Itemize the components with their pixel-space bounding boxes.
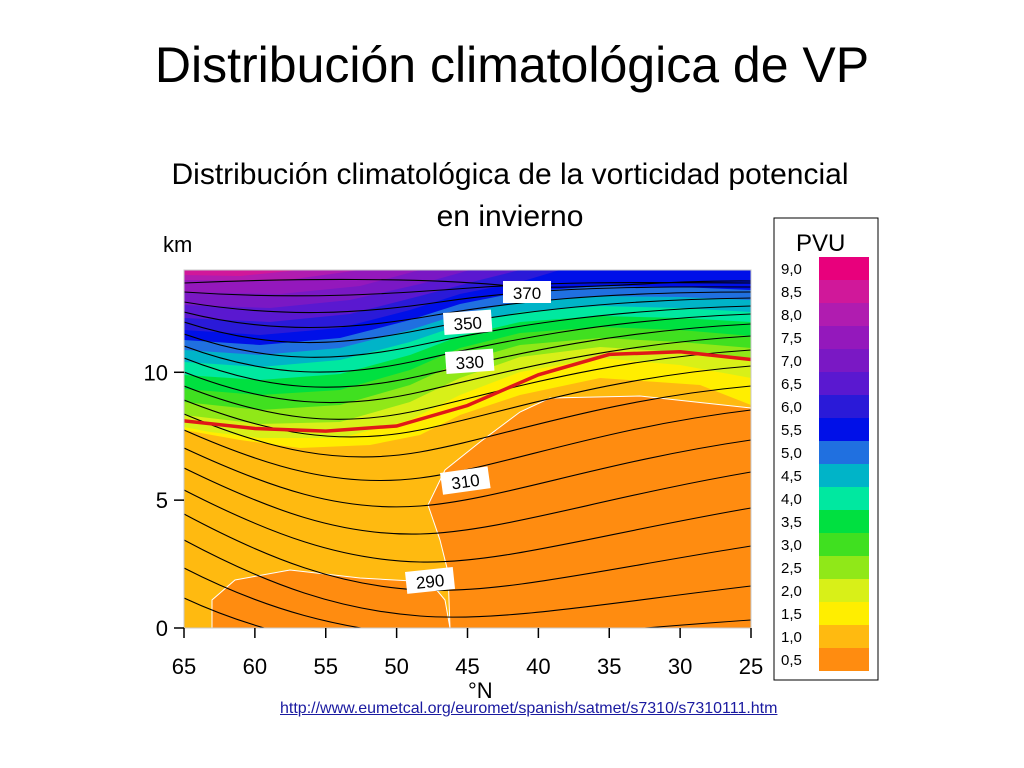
x-tick-label: 25 — [739, 654, 763, 679]
isentrope-label: 370 — [503, 281, 551, 303]
isentrope-line — [184, 305, 751, 358]
isentrope-label: 330 — [445, 348, 495, 374]
colorbar-level-label: 1,5 — [781, 606, 802, 623]
colorbar-swatch — [819, 257, 869, 280]
colorbar-swatch — [819, 602, 869, 625]
isentrope-label-box — [405, 566, 456, 594]
y-axis-ticks: 0 5 10 — [144, 360, 184, 641]
colorbar-swatch — [819, 372, 869, 395]
colorbar-level-label: 8,5 — [781, 284, 802, 301]
isentrope-line — [184, 539, 751, 618]
x-tick-label: 40 — [526, 654, 550, 679]
y-tick-label: 5 — [156, 488, 168, 513]
colorbar-swatch — [819, 303, 869, 326]
x-tick-label: 50 — [384, 654, 408, 679]
colorbar: PVU 9,0 8,5 8,0 7,5 7,0 6,5 6,0 5,5 5,0 4,5 4,0 3,5… — [773, 217, 879, 681]
isentrope-line — [184, 597, 267, 628]
colorbar-swatch — [819, 464, 869, 487]
colorbar-swatch — [819, 625, 869, 648]
colorbar-level-label: 7,5 — [781, 330, 802, 347]
isentrope-line — [184, 567, 751, 628]
isentrope-label: 290 — [405, 566, 456, 594]
isentrope-label-box — [445, 348, 495, 374]
isentrope-line — [184, 313, 751, 373]
colorbar-swatch — [819, 418, 869, 441]
colorbar-swatch — [819, 349, 869, 372]
x-axis-ticks: 65 60 55 50 45 40 35 30 25 — [172, 628, 763, 679]
isentrope-line — [184, 335, 751, 404]
x-tick-label: 35 — [597, 654, 621, 679]
isentrope-labels: 370 350 330 310 290 — [405, 281, 551, 594]
x-tick-label: 65 — [172, 654, 196, 679]
colorbar-level-label: 6,0 — [781, 399, 802, 416]
isentrope-line — [184, 286, 751, 314]
isentrope-label-text: 290 — [415, 571, 445, 593]
isentrope-label: 350 — [443, 309, 493, 335]
colorbar-swatch — [819, 510, 869, 533]
isentrope-label-box — [443, 309, 493, 335]
colorbar-level-label: 4,5 — [781, 468, 802, 485]
figure-title: Distribución climatológica de la vortici… — [171, 158, 849, 233]
isentrope-line — [184, 409, 751, 482]
colorbar-level-label: 6,5 — [781, 376, 802, 393]
colorbar-swatch — [819, 648, 869, 671]
colorbar-swatch — [819, 579, 869, 602]
isentrope-line — [184, 489, 751, 563]
colorbar-swatches: 9,0 8,5 8,0 7,5 7,0 6,5 6,0 5,5 5,0 4,5 4,0 3,5 3,0 2… — [781, 257, 869, 671]
colorbar-level-label: 7,0 — [781, 353, 802, 370]
isentrope-line — [184, 385, 751, 458]
colorbar-level-label: 3,0 — [781, 537, 802, 554]
pv-cross-section-chart: km — [144, 217, 879, 700]
isentrope-line — [184, 323, 751, 388]
isentrope-line — [184, 291, 751, 329]
colorbar-level-label: 8,0 — [781, 307, 802, 324]
colorbar-level-label: 2,0 — [781, 583, 802, 600]
slide-title: Distribución climatológica de VP — [154, 37, 870, 93]
colorbar-swatch — [819, 280, 869, 303]
colorbar-swatch — [819, 533, 869, 556]
isentrope-label: 310 — [440, 466, 491, 495]
x-tick-label: 55 — [314, 654, 338, 679]
colorbar-title: PVU — [796, 230, 845, 257]
colorbar-level-label: 4,0 — [781, 491, 802, 508]
colorbar-swatch — [819, 487, 869, 510]
tropopause-2pvu-line — [184, 350, 751, 433]
isentrope-line — [184, 365, 751, 438]
isentrope-line — [184, 467, 751, 535]
colorbar-level-label: 3,5 — [781, 514, 802, 531]
colorbar-swatch — [819, 441, 869, 464]
colorbar-level-label: 5,0 — [781, 445, 802, 462]
band-0-5pvu-north — [211, 569, 451, 628]
colorbar-level-label: 1,0 — [781, 629, 802, 646]
colorbar-level-label: 2,5 — [781, 560, 802, 577]
colorbar-level-label: 9,0 — [781, 261, 802, 278]
isentrope-label-text: 310 — [450, 471, 481, 494]
colorbar-swatch — [819, 556, 869, 579]
isentrope-label-text: 370 — [513, 284, 541, 303]
isentrope-line — [184, 439, 751, 508]
isentrope-line — [184, 281, 751, 297]
isentrope-line — [184, 349, 751, 420]
source-link[interactable]: http://www.eumetcal.org/euromet/spanish/… — [280, 700, 778, 717]
isentropes — [184, 278, 751, 628]
colorbar-swatch — [819, 395, 869, 418]
isentrope-label-box — [503, 281, 551, 303]
isentrope-line — [184, 297, 751, 344]
colorbar-level-label: 0,5 — [781, 652, 802, 669]
isentrope-label-text: 350 — [453, 313, 483, 334]
x-tick-label: 30 — [668, 654, 692, 679]
y-tick-label: 10 — [144, 360, 168, 385]
band-8-5pvu — [184, 270, 300, 276]
x-axis-label: °N — [468, 678, 493, 700]
isentrope-line — [184, 278, 751, 288]
isentrope-label-text: 330 — [455, 352, 485, 373]
colorbar-level-label: 5,5 — [781, 422, 802, 439]
y-tick-label: 0 — [156, 616, 168, 641]
x-tick-label: 45 — [455, 654, 479, 679]
isentrope-label-box — [440, 466, 491, 495]
colorbar-swatch — [819, 326, 869, 349]
x-tick-label: 60 — [243, 654, 267, 679]
y-axis-label: km — [163, 232, 192, 257]
